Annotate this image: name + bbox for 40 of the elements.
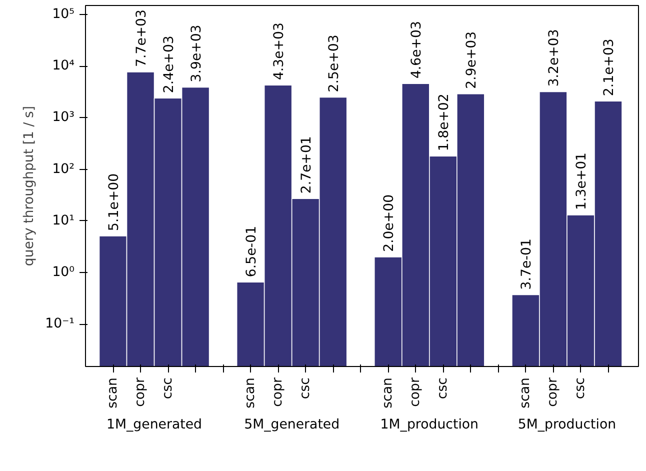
text: 1M_production — [380, 418, 479, 432]
y-axis-title: query throughput [1 / s] — [22, 106, 38, 266]
y-tick-label: 10⁴ — [52, 58, 75, 74]
y-tick-label: 10⁵ — [52, 7, 75, 22]
data-label: 2.0e+00 — [382, 194, 398, 252]
data-label: 3.9e+03 — [190, 24, 205, 82]
x-tick-label: csc — [573, 377, 588, 400]
data-label: 7.7e+03 — [134, 9, 150, 68]
data-label: 1.3e+01 — [574, 152, 590, 210]
x-tick-label: copr — [270, 376, 286, 407]
x-tick-label: scan — [518, 377, 534, 408]
data-label: 3.2e+03 — [547, 29, 562, 87]
data-label: 6.5e-01 — [244, 226, 260, 278]
data-label: 4.6e+03 — [410, 21, 425, 79]
data-label: 1.8e+02 — [437, 94, 452, 152]
y-tick-label: 10¹ — [52, 213, 75, 228]
x-tick-label: csc — [298, 377, 314, 400]
data-label: 3.7e-01 — [520, 238, 535, 290]
data-label: 2.1e+03 — [602, 38, 618, 96]
x-tick-label: csc — [160, 377, 176, 400]
data-label: 4.3e+03 — [272, 22, 288, 80]
data-label: 2.5e+03 — [327, 34, 342, 92]
x-tick-label: scan — [243, 377, 258, 408]
y-tick-label: 10⁰ — [52, 264, 75, 280]
data-label: 2.7e+01 — [300, 136, 315, 194]
y-tick-label: 10³ — [52, 110, 75, 126]
y-tick-label: 10⁻¹ — [45, 316, 75, 332]
x-tick-label: scan — [380, 377, 396, 408]
data-label: 2.9e+03 — [464, 31, 480, 89]
x-tick-label: copr — [408, 376, 424, 407]
x-tick-label: scan — [106, 377, 121, 408]
x-tick-label: csc — [436, 377, 451, 400]
text: 5M_production — [518, 418, 616, 432]
text: 5M_generated — [244, 418, 340, 432]
x-tick-label: copr — [133, 376, 148, 407]
x-tick-label: copr — [546, 376, 561, 407]
data-label: 2.4e+03 — [162, 36, 178, 94]
text: 1M_generated — [106, 418, 202, 432]
data-label: 5.1e+00 — [107, 173, 122, 231]
y-tick-label: 10² — [52, 162, 75, 177]
